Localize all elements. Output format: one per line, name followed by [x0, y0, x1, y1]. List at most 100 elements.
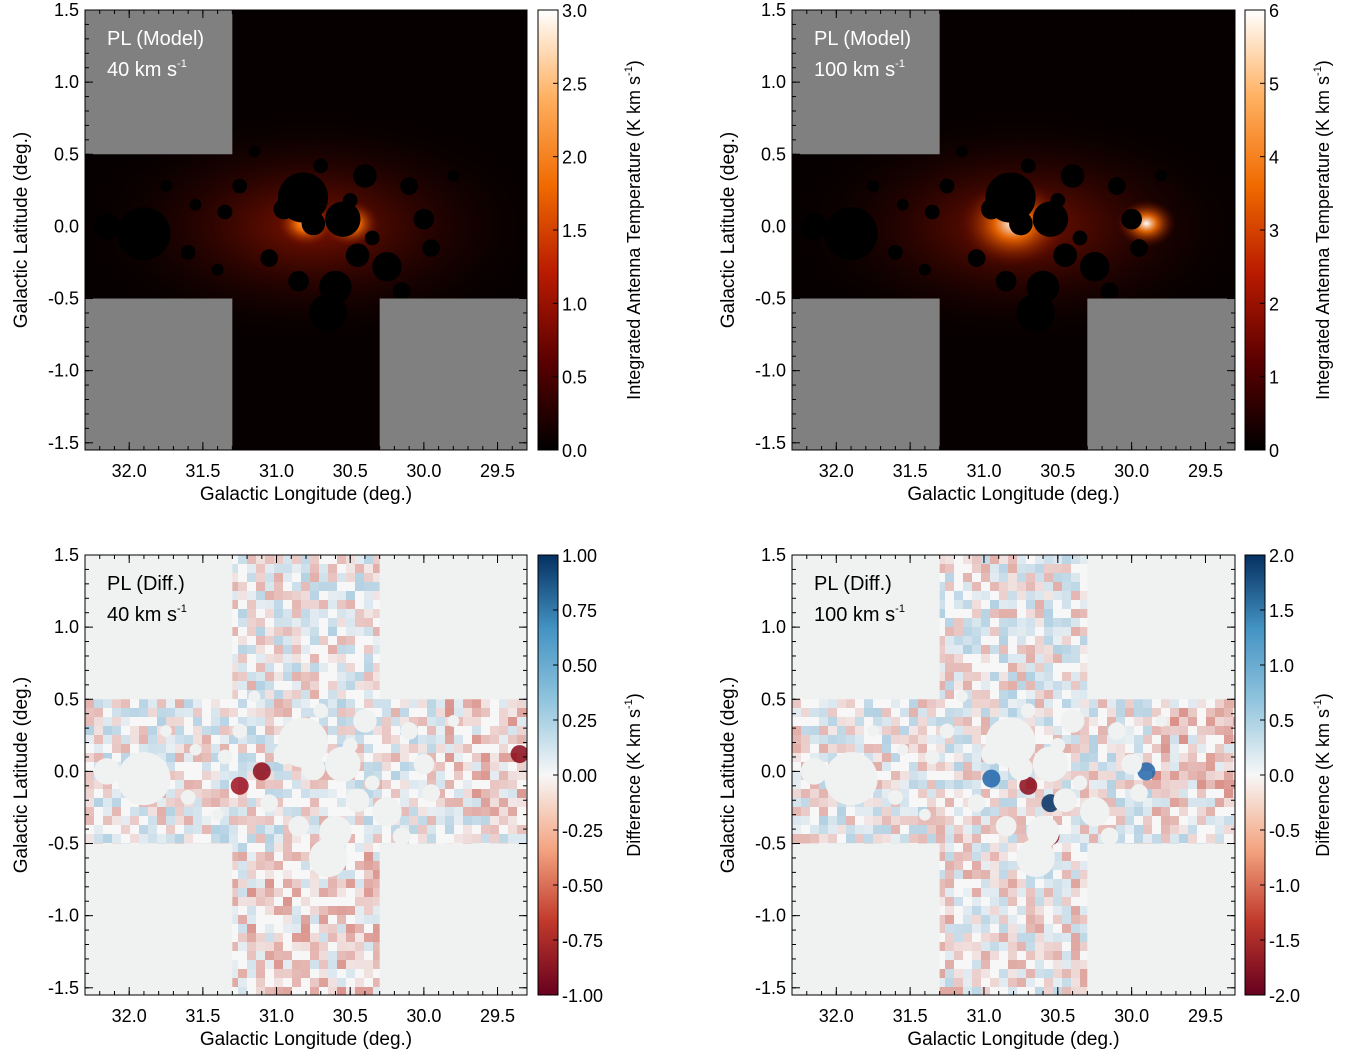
heatmap-cell: [472, 816, 481, 825]
heatmap-cell: [211, 834, 220, 843]
heatmap-cell: [202, 789, 211, 798]
heatmap-cell: [1089, 699, 1098, 708]
heatmap-cell: [508, 780, 517, 789]
heatmap-cell: [855, 708, 864, 717]
heatmap-cell: [945, 672, 954, 681]
heatmap-cell: [499, 816, 508, 825]
heatmap-cell: [1071, 618, 1080, 627]
heatmap-cell: [990, 897, 999, 906]
heatmap-cell: [229, 852, 238, 861]
heatmap-cell: [1062, 735, 1071, 744]
heatmap-cell: [1143, 780, 1152, 789]
heatmap-cell: [94, 735, 103, 744]
heatmap-cell: [1035, 609, 1044, 618]
heatmap-cell: [1152, 798, 1161, 807]
heatmap-cell: [85, 834, 94, 843]
heatmap-cell: [1008, 600, 1017, 609]
heatmap-cell: [391, 735, 400, 744]
heatmap-cell: [292, 906, 301, 915]
heatmap-cell: [373, 789, 382, 798]
heatmap-cell: [882, 816, 891, 825]
heatmap-cell: [256, 654, 265, 663]
heatmap-cell: [990, 816, 999, 825]
heatmap-cell: [1008, 933, 1017, 942]
heatmap-cell: [1197, 726, 1206, 735]
heatmap-cell: [954, 861, 963, 870]
heatmap-cell: [1035, 987, 1044, 995]
heatmap-cell: [1215, 708, 1224, 717]
heatmap-cell: [427, 699, 436, 708]
heatmap-cell: [1044, 672, 1053, 681]
heatmap-cell: [999, 807, 1008, 816]
heatmap-cell: [193, 825, 202, 834]
heatmap-cell: [301, 681, 310, 690]
masked-clump: [211, 808, 224, 821]
heatmap-cell: [157, 798, 166, 807]
heatmap-cell: [301, 915, 310, 924]
heatmap-cell: [909, 717, 918, 726]
heatmap-cell: [346, 699, 355, 708]
heatmap-cell: [265, 735, 274, 744]
masked-region: [792, 10, 940, 155]
heatmap-cell: [1161, 753, 1170, 762]
heatmap-cell: [999, 879, 1008, 888]
masked-clump: [400, 722, 418, 740]
heatmap-cell: [1035, 699, 1044, 708]
masked-clump: [273, 743, 295, 765]
heatmap-cell: [1053, 636, 1062, 645]
heatmap-cell: [1170, 780, 1179, 789]
heatmap-cell: [1080, 771, 1089, 780]
heatmap-cell: [1026, 798, 1035, 807]
masked-clump: [392, 827, 411, 846]
heatmap-cell: [166, 789, 175, 798]
x-tick-label: 32.0: [819, 1006, 854, 1026]
heatmap-cell: [1062, 915, 1071, 924]
heatmap-cell: [238, 762, 247, 771]
heatmap-cell: [1197, 699, 1206, 708]
heatmap-cell: [229, 735, 238, 744]
masked-clump: [392, 282, 411, 301]
heatmap-cell: [873, 744, 882, 753]
heatmap-cell: [265, 609, 274, 618]
heatmap-cell: [1062, 627, 1071, 636]
heatmap-cell: [346, 600, 355, 609]
heatmap-cell: [310, 663, 319, 672]
heatmap-cell: [1017, 969, 1026, 978]
heatmap-cell: [328, 600, 337, 609]
x-tick-label: 30.0: [1114, 461, 1149, 481]
heatmap-cell: [274, 906, 283, 915]
heatmap-cell: [319, 663, 328, 672]
heatmap-cell: [1233, 816, 1235, 825]
heatmap-cell: [94, 798, 103, 807]
heatmap-cell: [436, 771, 445, 780]
heatmap-cell: [94, 708, 103, 717]
heatmap-cell: [1035, 654, 1044, 663]
y-tick-label: 0.0: [761, 216, 786, 236]
heatmap-cell: [882, 708, 891, 717]
heatmap-cell: [1080, 753, 1089, 762]
heatmap-cell: [472, 762, 481, 771]
masked-clump: [301, 756, 326, 781]
heatmap-cell: [981, 573, 990, 582]
heatmap-cell: [981, 690, 990, 699]
heatmap-cell: [319, 780, 328, 789]
heatmap-cell: [139, 735, 148, 744]
heatmap-cell: [936, 816, 945, 825]
heatmap-cell: [373, 870, 382, 879]
masked-region: [792, 843, 940, 995]
heatmap-cell: [972, 870, 981, 879]
heatmap-cell: [972, 555, 981, 564]
heatmap-cell: [256, 672, 265, 681]
heatmap-cell: [954, 681, 963, 690]
heatmap-cell: [229, 591, 238, 600]
heatmap-cell: [792, 825, 801, 834]
heatmap-cell: [184, 744, 193, 753]
heatmap-cell: [1161, 762, 1170, 771]
heatmap-cell: [972, 978, 981, 987]
x-tick-label: 30.5: [1040, 461, 1075, 481]
heatmap-cell: [1161, 816, 1170, 825]
heatmap-cell: [211, 708, 220, 717]
heatmap-cell: [981, 681, 990, 690]
heatmap-cell: [1044, 933, 1053, 942]
heatmap-cell: [328, 582, 337, 591]
